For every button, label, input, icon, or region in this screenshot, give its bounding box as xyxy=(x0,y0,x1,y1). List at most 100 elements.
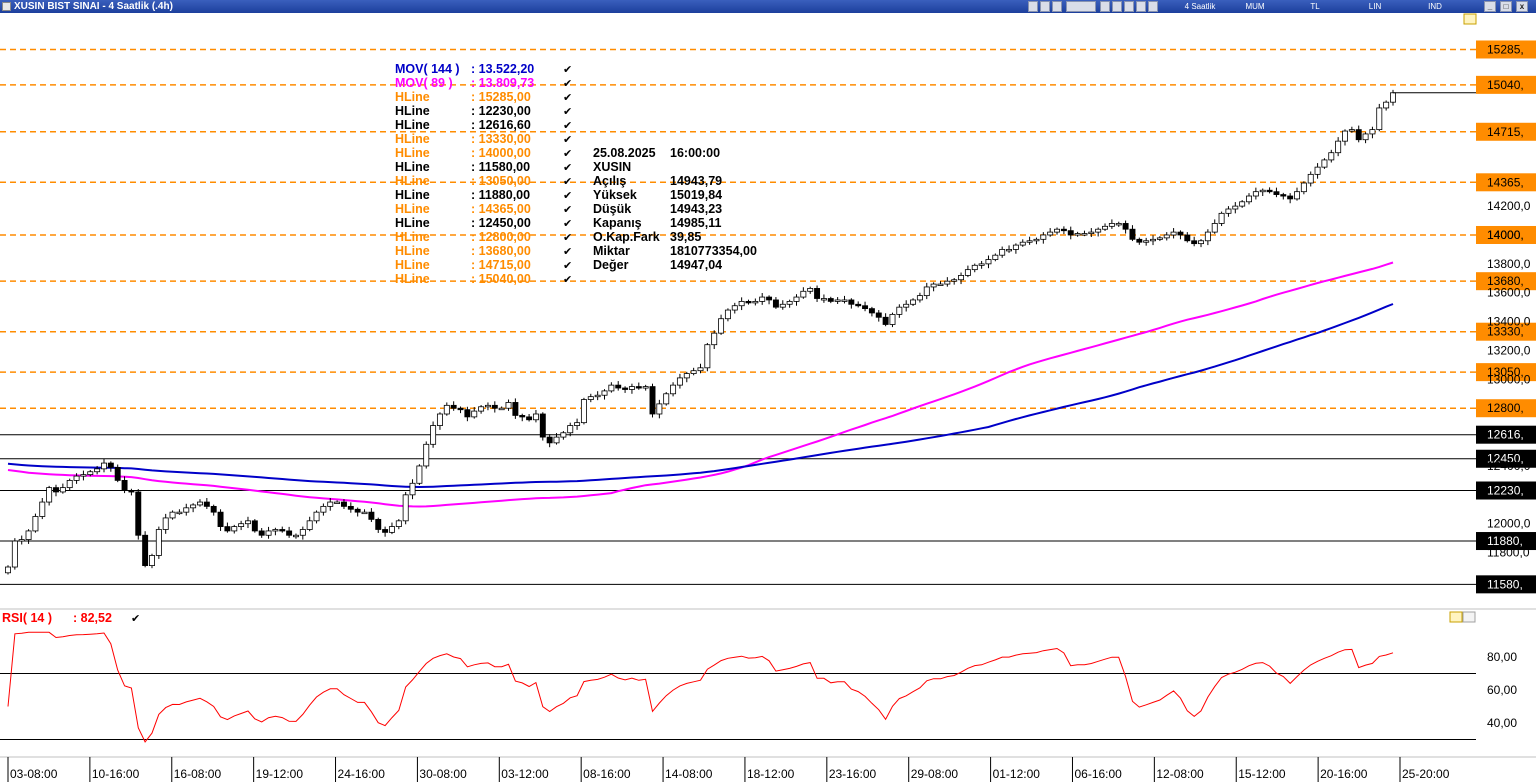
candle-body-4 xyxy=(32,516,39,532)
candle-body-31 xyxy=(217,511,224,527)
level-tag-label-1: 15040, xyxy=(1487,78,1524,92)
candle-body-120 xyxy=(827,298,834,302)
candle-body-104 xyxy=(718,318,725,334)
candle-body-25 xyxy=(176,511,183,515)
candle-body-188 xyxy=(1294,191,1300,200)
hline-legend-label-9: HLine xyxy=(395,216,430,230)
legend-check-icon-8: ✔ xyxy=(563,176,572,188)
candle-body-105 xyxy=(724,309,731,320)
time-tick-9: 18-12:00 xyxy=(747,767,795,781)
candle-body-142 xyxy=(978,263,985,266)
time-tick-8: 14-08:00 xyxy=(665,767,713,781)
time-tick-15: 15-12:00 xyxy=(1238,767,1286,781)
candle-body-89 xyxy=(615,384,622,389)
tooltip-key-3: Yüksek xyxy=(593,188,637,202)
legend-check-icon-14: ✔ xyxy=(563,260,572,272)
tooltip-key-2: Açılış xyxy=(593,174,626,188)
candle-body-126 xyxy=(868,308,875,314)
print-icon[interactable] xyxy=(1052,1,1062,12)
candle-body-51 xyxy=(354,508,361,513)
candle-body-145 xyxy=(999,249,1006,256)
candle-body-202 xyxy=(1390,92,1396,103)
level-tag-8 xyxy=(1476,399,1536,418)
hline-legend-label-10: HLine xyxy=(395,230,430,244)
rsi-lock-icon[interactable] xyxy=(1449,611,1463,623)
candle-body-179 xyxy=(1232,205,1239,210)
candle-body-182 xyxy=(1252,191,1259,197)
candle-body-167 xyxy=(1150,238,1156,242)
level-tag-label-12: 11880, xyxy=(1487,534,1523,548)
currency-label[interactable]: TL xyxy=(1310,2,1320,11)
tools-icon[interactable] xyxy=(1124,1,1134,12)
candle-body-26 xyxy=(183,507,190,513)
level-tag-2 xyxy=(1476,122,1536,141)
candle-body-19 xyxy=(135,491,142,536)
candle-body-157 xyxy=(1081,233,1088,236)
rsi-close-icon[interactable] xyxy=(1462,611,1476,623)
candle-body-55 xyxy=(382,529,389,533)
grid-icon[interactable] xyxy=(1100,1,1110,12)
indicator-label[interactable]: IND xyxy=(1428,2,1442,11)
candle-body-115 xyxy=(793,296,800,302)
legend-check-icon-1: ✔ xyxy=(563,78,572,90)
format-icon[interactable] xyxy=(1066,1,1096,12)
hline-legend-value-7: : 11880,00 xyxy=(471,188,530,202)
candle-body-59 xyxy=(409,482,416,496)
candle-body-162 xyxy=(1115,223,1122,226)
hline-legend-label-7: HLine xyxy=(395,188,430,202)
candle-body-186 xyxy=(1280,194,1287,197)
hline-legend-value-11: : 13680,00 xyxy=(471,244,531,258)
price-chart[interactable]: 15285, 15040, 14715, 14365, 14000, 13680, 1333… xyxy=(0,13,1536,782)
maximize-button[interactable]: □ xyxy=(1500,1,1512,12)
chart-icon[interactable] xyxy=(1028,1,1038,12)
level-tag-label-11: 12230, xyxy=(1487,484,1524,498)
layout-icon[interactable] xyxy=(1040,1,1050,12)
price-tick-4: 13400,0 xyxy=(1487,315,1531,329)
candle-body-62 xyxy=(430,425,437,445)
candle-body-52 xyxy=(361,511,368,515)
hline-legend-label-4: HLine xyxy=(395,146,430,160)
legend: MOV( 144 ) : 13.522,20 MOV( 89 ) : 13.80… xyxy=(395,62,572,286)
legend-check-icon-4: ✔ xyxy=(563,120,572,132)
candle-body-125 xyxy=(862,305,869,310)
candle-body-148 xyxy=(1019,241,1026,246)
tooltip-key-5: Kapanış xyxy=(593,216,642,230)
time-tick-7: 08-16:00 xyxy=(583,767,631,781)
window-title: XUSIN BIST SINAI - 4 Saatlik (.4h) xyxy=(14,1,173,12)
candle-body-160 xyxy=(1102,225,1109,230)
level-tag-label-13: 11580, xyxy=(1487,577,1523,591)
hline-legend-label-12: HLine xyxy=(395,258,430,272)
candle-body-27 xyxy=(190,504,197,509)
candle-body-152 xyxy=(1047,231,1054,236)
candle-body-46 xyxy=(320,505,327,513)
minimize-button[interactable]: _ xyxy=(1484,1,1496,12)
candle-body-155 xyxy=(1067,230,1074,236)
candle-body-172 xyxy=(1184,234,1191,242)
level-tag-label-6: 13330, xyxy=(1487,325,1524,339)
candle-body-14 xyxy=(101,462,107,470)
interval-label[interactable]: 4 Saatlik xyxy=(1184,2,1216,11)
app-icon xyxy=(2,2,11,11)
hline-legend-value-6: : 13050,00 xyxy=(471,174,531,188)
zoom-icon[interactable] xyxy=(1112,1,1122,12)
candle-body-141 xyxy=(971,264,978,271)
candle-body-56 xyxy=(388,526,395,533)
settings-icon[interactable] xyxy=(1148,1,1158,12)
chart-type-label[interactable]: MUM xyxy=(1245,2,1265,11)
panel-lock-icon[interactable] xyxy=(1463,13,1477,25)
mov144-value: : 13.522,20 xyxy=(471,62,534,76)
candle-body-135 xyxy=(930,283,937,288)
rsi-line xyxy=(7,631,1394,743)
candle-body-153 xyxy=(1054,228,1061,233)
close-button[interactable]: x xyxy=(1516,1,1528,12)
candle-body-75 xyxy=(519,415,526,418)
candle-body-183 xyxy=(1259,189,1266,193)
scale-label[interactable]: LIN xyxy=(1368,2,1382,11)
candle-body-38 xyxy=(265,530,272,536)
rsi-label: RSI( 14 ) xyxy=(2,611,52,625)
candle-body-184 xyxy=(1266,189,1273,193)
candle-body-106 xyxy=(731,305,738,311)
candle-body-178 xyxy=(1225,208,1232,214)
candle-body-37 xyxy=(258,530,265,536)
drawing-icon[interactable] xyxy=(1136,1,1146,12)
